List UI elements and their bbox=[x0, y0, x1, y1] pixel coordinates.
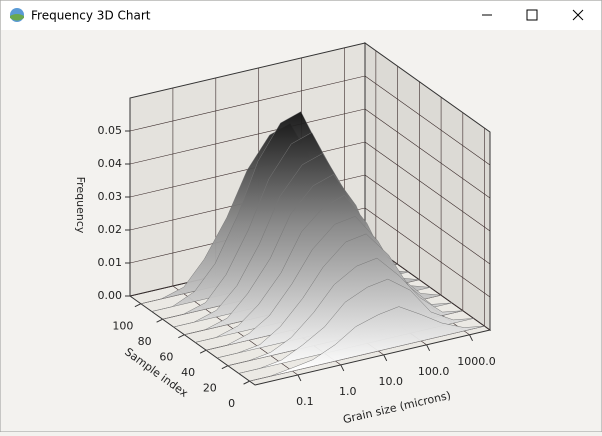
y-tick-label: 60 bbox=[159, 351, 173, 364]
x-tick-label: 100.0 bbox=[418, 365, 450, 378]
y-tick bbox=[221, 365, 229, 370]
z-tick-label: 0.02 bbox=[98, 223, 123, 236]
y-tick-label: 80 bbox=[138, 335, 152, 348]
app-icon-land bbox=[10, 14, 24, 21]
close-button[interactable] bbox=[572, 9, 584, 21]
window-title: Frequency 3D Chart bbox=[31, 9, 151, 23]
x-tick bbox=[383, 354, 388, 362]
z-tick-label: 0.03 bbox=[98, 190, 123, 203]
title-bar bbox=[1, 1, 601, 30]
surface-ridge bbox=[249, 306, 485, 382]
x-tick bbox=[297, 374, 302, 382]
x-tick-label: 0.1 bbox=[296, 395, 314, 408]
z-tick-label: 0.01 bbox=[98, 256, 123, 269]
x-tick bbox=[340, 364, 345, 372]
y-tick bbox=[156, 318, 163, 323]
grid-line bbox=[364, 108, 491, 199]
y-tick bbox=[178, 334, 185, 339]
grid-line bbox=[364, 174, 491, 265]
x-tick bbox=[426, 344, 431, 352]
y-tick-label: 40 bbox=[181, 366, 195, 379]
x-tick-label: 1000.0 bbox=[457, 355, 496, 368]
grid-line bbox=[364, 141, 491, 232]
y-tick-label: 100 bbox=[112, 320, 133, 333]
y-tick bbox=[243, 380, 250, 385]
z-tick-label: 0.05 bbox=[98, 124, 123, 137]
grid-line bbox=[364, 75, 491, 166]
x-tick-label: 10.0 bbox=[378, 375, 403, 388]
z-axis-label: Frequency bbox=[74, 177, 87, 234]
y-tick-label: 0 bbox=[228, 397, 235, 410]
grid-line bbox=[129, 108, 366, 165]
maximize-button[interactable] bbox=[526, 9, 538, 21]
z-tick-label: 0.00 bbox=[98, 289, 123, 302]
x-tick bbox=[469, 334, 473, 342]
grid-line bbox=[129, 75, 366, 132]
plot: 0.11.010.0100.01000.00204060801000.000.0… bbox=[74, 42, 496, 426]
y-tick-label: 20 bbox=[203, 382, 217, 395]
x-tick-label: 1.0 bbox=[339, 385, 357, 398]
grid-line bbox=[364, 207, 491, 298]
z-tick-label: 0.04 bbox=[98, 157, 123, 170]
y-tick bbox=[134, 303, 142, 308]
y-tick bbox=[199, 349, 207, 354]
